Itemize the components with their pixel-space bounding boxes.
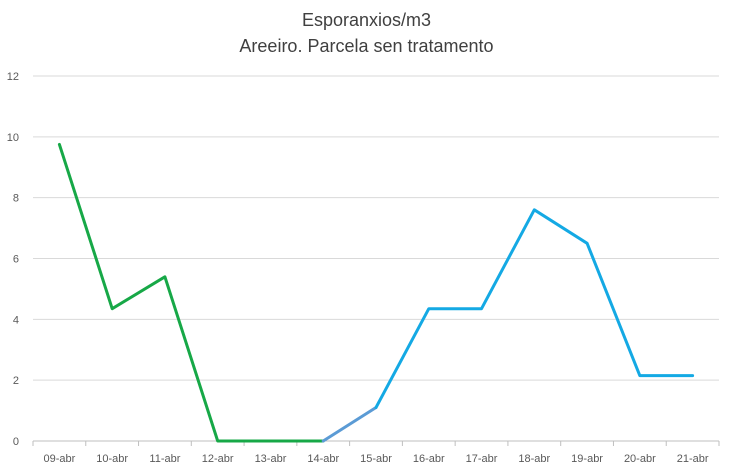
chart-subtitle: Areeiro. Parcela sen tratamento [239, 36, 494, 56]
y-tick-label: 2 [13, 375, 19, 387]
series-line-segment [57, 142, 325, 443]
y-tick-label: 6 [13, 254, 19, 266]
y-tick-label: 8 [13, 193, 19, 205]
x-tick-label: 11-abr [149, 453, 180, 465]
x-tick-label: 12-abr [202, 453, 234, 465]
x-tick-label: 19-abr [571, 453, 603, 465]
y-tick-label: 4 [13, 314, 19, 326]
y-tick-label: 10 [7, 132, 19, 144]
x-tick-label: 21-abr [677, 453, 709, 465]
x-tick-label: 20-abr [624, 453, 656, 465]
x-tick-label: 17-abr [466, 453, 498, 465]
x-tick-label: 09-abr [43, 453, 75, 465]
series-line-segment [321, 406, 378, 443]
y-tick-label: 12 [7, 71, 19, 83]
x-tick-label: 14-abr [307, 453, 339, 465]
x-tick-label: 13-abr [255, 453, 287, 465]
y-tick-label: 0 [13, 436, 19, 448]
x-tick-label: 15-abr [360, 453, 392, 465]
chart-title: Esporanxios/m3 [301, 10, 432, 30]
x-tick-label: 10-abr [96, 453, 128, 465]
x-tick-label: 16-abr [413, 453, 445, 465]
x-tick-label: 18-abr [518, 453, 550, 465]
series-line-segment [374, 208, 695, 409]
